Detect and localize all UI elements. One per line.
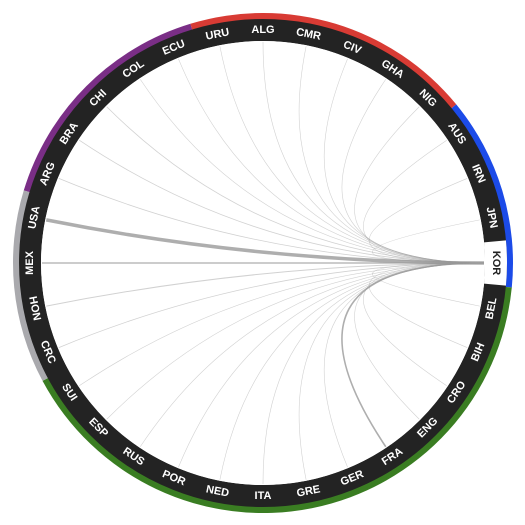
label-usa: USA	[26, 205, 42, 230]
chords	[42, 41, 485, 485]
chord-kor-cro	[363, 262, 485, 387]
label-jpn: JPN	[484, 206, 500, 229]
chord-kor-chi	[106, 106, 485, 264]
chord-kor-ecu	[178, 58, 485, 264]
chord-kor-aus	[363, 139, 485, 264]
label-alg: ALG	[251, 24, 274, 36]
chord-kor-fra	[341, 262, 485, 448]
chord-kor-bra	[79, 139, 485, 264]
chord-kor-por	[178, 262, 485, 468]
chord-kor-eng	[354, 262, 485, 420]
label-gre: GRE	[296, 483, 322, 499]
label-bel: BEL	[483, 296, 499, 320]
chord-kor-col	[139, 79, 485, 264]
chord-kor-ned	[219, 262, 485, 480]
chord-kor-irn	[368, 178, 485, 264]
chord-kor-rus	[139, 262, 485, 447]
label-uru: URU	[205, 26, 231, 42]
chord-kor-esp	[106, 262, 485, 420]
chord-kor-crc	[58, 262, 485, 348]
chord-kor-civ	[324, 58, 485, 264]
label-ned: NED	[205, 483, 230, 499]
chord-kor-bih	[368, 262, 485, 348]
chord-kor-alg	[262, 41, 485, 264]
chord-kor-cmr	[298, 46, 485, 264]
chord-kor-ita	[262, 262, 485, 485]
chord-kor-nig	[354, 106, 485, 264]
segment-kor[interactable]	[484, 240, 507, 286]
label-ita: ITA	[255, 490, 272, 502]
label-kor: KOR	[490, 251, 502, 276]
chord-kor-gha	[341, 79, 485, 264]
label-mex: MEX	[24, 250, 36, 275]
chord-kor-usa	[45, 218, 485, 265]
group-arc-2	[190, 13, 457, 110]
chord-kor-jpn	[372, 219, 485, 264]
chord-kor-uru	[219, 46, 485, 264]
chord-kor-ger	[324, 262, 485, 468]
label-cmr: CMR	[295, 26, 322, 43]
chord-kor-gre	[298, 262, 485, 480]
team-segments[interactable]	[19, 19, 507, 507]
chord-kor-sui	[79, 262, 485, 387]
chord-kor-bel	[372, 262, 485, 307]
chord-kor-arg	[58, 178, 485, 264]
chord-kor-hon	[46, 262, 485, 307]
label-hon: HON	[26, 295, 43, 321]
